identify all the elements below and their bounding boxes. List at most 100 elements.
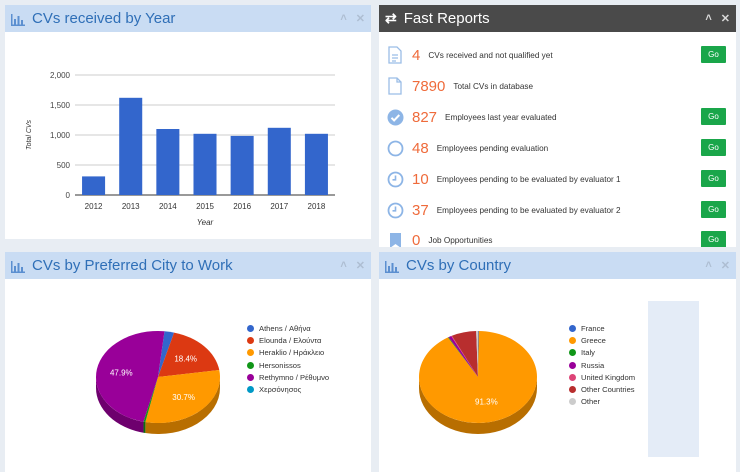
- legend-label: Elounda / Ελούντα: [259, 335, 322, 345]
- legend-item[interactable]: Rethymno / Ρέθυμνο: [247, 371, 329, 383]
- go-button[interactable]: Go: [701, 201, 726, 218]
- legend-label: Heraklio / Ηράκλειο: [259, 348, 325, 358]
- legend-item[interactable]: Other Countries: [569, 383, 635, 395]
- legend-label: Other Countries: [581, 385, 635, 395]
- panel-header[interactable]: CVs by Preferred City to Work ˄ ✕: [5, 252, 371, 279]
- legend-label: Hersonissos: [259, 360, 301, 370]
- report-row: 4 CVs received and not qualified yet: [379, 40, 736, 70]
- pie-slice[interactable]: [145, 369, 220, 423]
- x-axis-label: Year: [197, 218, 214, 227]
- pie-chart-country: 91.3%: [419, 331, 537, 434]
- legend-item[interactable]: Greece: [569, 334, 635, 346]
- collapse-icon[interactable]: ˄: [340, 12, 347, 24]
- bar[interactable]: [304, 133, 328, 195]
- panel-header[interactable]: CVs by Country ˄ ✕: [379, 252, 736, 279]
- pie-chart-city: 18.4% 30.7% 47.9%: [96, 331, 220, 434]
- pie-slice[interactable]: [419, 331, 537, 423]
- pie-slice[interactable]: [96, 331, 165, 422]
- legend-item[interactable]: United Kingdom: [569, 371, 635, 383]
- collapse-icon[interactable]: ˄: [705, 12, 712, 24]
- pie-slice[interactable]: [476, 331, 478, 377]
- legend-label: Athens / Αθήνα: [259, 323, 311, 333]
- x-tick-label: 2018: [308, 202, 326, 211]
- bar[interactable]: [119, 97, 143, 195]
- legend-marker: [569, 361, 576, 369]
- report-value: 827: [412, 108, 438, 126]
- legend-item[interactable]: France: [569, 322, 635, 334]
- pie-slice[interactable]: [158, 332, 220, 377]
- legend-label: United Kingdom: [581, 372, 636, 382]
- legend-marker: [247, 349, 254, 357]
- legend-label: Greece: [581, 335, 606, 345]
- report-row: 0 Job Opportunities: [379, 225, 736, 247]
- refresh-icon: ⇄: [385, 10, 397, 26]
- panel-cvs-by-country: CVs by Country ˄ ✕ 91.3% France Greece Ital…: [379, 252, 736, 472]
- bar[interactable]: [193, 133, 217, 195]
- legend-label: Χερσόνησος: [259, 385, 302, 395]
- bar[interactable]: [267, 127, 291, 195]
- legend-item[interactable]: Χερσόνησος: [247, 383, 329, 395]
- legend-marker: [247, 386, 254, 394]
- go-button[interactable]: Go: [701, 170, 726, 187]
- close-icon[interactable]: ✕: [720, 260, 730, 272]
- legend-marker: [247, 324, 254, 332]
- legend-item[interactable]: Other: [569, 396, 635, 408]
- panel-cvs-by-city: CVs by Preferred City to Work ˄ ✕ 18.4% 30…: [5, 252, 371, 472]
- report-value: 37: [412, 201, 429, 219]
- document-icon: [386, 46, 404, 64]
- pie-slice[interactable]: [447, 337, 478, 377]
- panel-fast-reports: ⇄ Fast Reports ˄ ✕ 4 CVs received and not …: [379, 5, 736, 247]
- pie-side: [419, 377, 537, 434]
- panel-header[interactable]: ⇄ Fast Reports ˄ ✕: [379, 5, 736, 32]
- legend-label: Other: [581, 397, 600, 407]
- panel-header[interactable]: CVs received by Year ˄ ✕: [5, 5, 371, 32]
- go-button[interactable]: Go: [701, 139, 726, 156]
- legend-item[interactable]: Elounda / Ελούντα: [247, 334, 329, 346]
- pie-slice[interactable]: [448, 336, 478, 377]
- clock-icon: [386, 201, 404, 219]
- legend-label: France: [581, 323, 605, 333]
- circle-icon: [386, 139, 404, 157]
- close-icon[interactable]: ✕: [720, 13, 730, 25]
- pie-slice[interactable]: [451, 331, 478, 377]
- bar[interactable]: [230, 135, 254, 195]
- report-row: 827 Employees last year evaluated: [379, 102, 736, 132]
- pie-slice[interactable]: [451, 335, 478, 377]
- collapse-icon[interactable]: ˄: [705, 259, 712, 271]
- report-label: Employees pending evaluation: [436, 143, 549, 153]
- legend-marker: [247, 361, 254, 369]
- bar-chart-icon: [385, 260, 399, 273]
- go-button[interactable]: Go: [701, 231, 726, 247]
- close-icon[interactable]: ✕: [355, 260, 365, 272]
- pie-side: [96, 377, 220, 434]
- bar[interactable]: [82, 176, 106, 195]
- y-tick-label: 1,500: [50, 101, 71, 110]
- legend-item[interactable]: Russia: [569, 359, 635, 371]
- legend-marker: [569, 324, 576, 332]
- go-button[interactable]: Go: [701, 46, 726, 63]
- collapse-icon[interactable]: ˄: [340, 259, 347, 271]
- pie-slice[interactable]: [158, 331, 175, 377]
- panel-title: CVs by Preferred City to Work: [32, 257, 233, 274]
- pie-data-label: 47.9%: [110, 368, 133, 377]
- bookmark-icon: [386, 231, 404, 247]
- legend-label: Rethymno / Ρέθυμνο: [259, 372, 330, 382]
- legend-marker: [569, 336, 576, 344]
- file-icon: [386, 77, 404, 95]
- pie-data-label: 91.3%: [475, 397, 498, 406]
- pie-data-label: 30.7%: [172, 393, 195, 402]
- legend-city: Athens / Αθήνα Elounda / Ελούντα Heraklio …: [247, 322, 329, 396]
- legend-item[interactable]: Athens / Αθήνα: [247, 322, 329, 334]
- go-button[interactable]: Go: [701, 108, 726, 125]
- x-tick-label: 2013: [122, 202, 140, 211]
- close-icon[interactable]: ✕: [355, 13, 365, 25]
- legend-marker: [569, 398, 576, 406]
- legend-item[interactable]: Hersonissos: [247, 359, 329, 371]
- legend-item[interactable]: Italy: [569, 347, 635, 359]
- legend-marker: [247, 373, 254, 381]
- legend-marker: [569, 386, 576, 394]
- pie-slice[interactable]: [143, 377, 158, 423]
- legend-item[interactable]: Heraklio / Ηράκλειο: [247, 347, 329, 359]
- bar[interactable]: [156, 129, 180, 195]
- report-value: 0: [412, 231, 421, 248]
